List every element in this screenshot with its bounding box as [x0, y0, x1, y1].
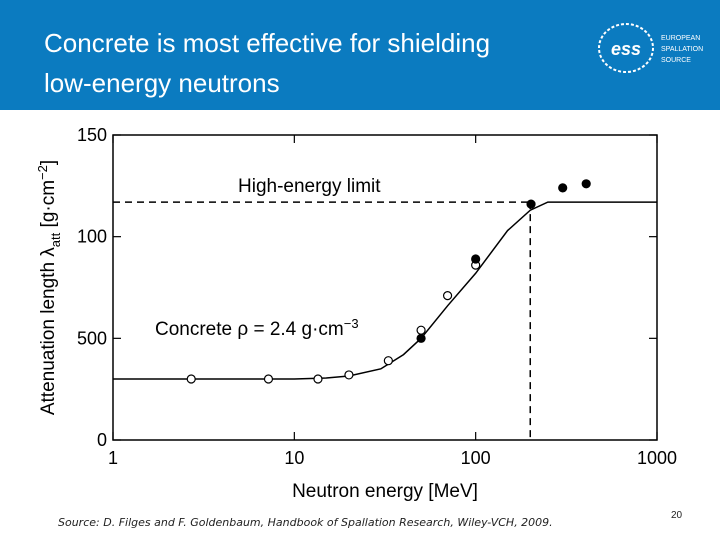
data-point	[383, 356, 393, 366]
x-tick-label: 100	[461, 448, 491, 468]
logo-text: SPALLATION	[661, 46, 703, 53]
logo-text: SOURCE	[661, 57, 691, 64]
annotation-part: −3	[344, 316, 359, 331]
fit-line	[113, 201, 657, 380]
data-point	[416, 325, 426, 335]
page-number: 20	[671, 510, 683, 521]
y-axis-label-part: ]	[38, 160, 59, 165]
slide-title: low-energy neutrons	[44, 68, 280, 98]
y-tick-label: 150	[77, 125, 107, 145]
data-point	[344, 370, 354, 380]
chart: 1 10 100 1000 0 500 100 150 Neutron energy [MeV]…	[35, 125, 677, 502]
data-point	[313, 374, 323, 384]
annotation-part: Concrete ρ = 2.4 g·cm	[155, 319, 344, 340]
x-tick-label: 1000	[637, 448, 677, 468]
data-point	[416, 333, 426, 343]
limit-label: High-energy limit	[238, 176, 381, 197]
data-point	[526, 199, 536, 209]
logo: ess EUROPEAN SPALLATION SOURCE	[598, 23, 703, 73]
slide-title: Concrete is most effective for shielding	[44, 28, 490, 58]
data-point	[581, 179, 591, 189]
logo-text: EUROPEAN	[661, 35, 700, 42]
y-tick-label: 500	[77, 328, 107, 348]
data-point	[186, 374, 196, 384]
source-note: Source: D. Filges and F. Goldenbaum, Han…	[58, 516, 553, 529]
x-tick-label: 10	[284, 448, 304, 468]
y-axis-label: Attenuation length λatt [g·cm−2]	[35, 160, 63, 415]
logo-ring	[598, 23, 654, 73]
annotation: Concrete ρ = 2.4 g·cm−3	[155, 316, 359, 340]
y-axis-label-part: −2	[35, 165, 50, 180]
y-tick-label: 100	[77, 227, 107, 247]
plot-frame	[112, 134, 658, 441]
y-tick-label: 0	[97, 430, 107, 450]
data-point	[558, 183, 568, 193]
data-point	[263, 374, 274, 384]
y-axis-label-part: [g·cm	[38, 180, 59, 233]
x-axis-label: Neutron energy [MeV]	[292, 481, 478, 502]
y-axis-label-part: Attenuation length λ	[38, 247, 59, 415]
y-axis-label-part: att	[48, 232, 63, 247]
logo-mark: ess	[611, 39, 641, 59]
data-point	[471, 254, 481, 264]
data-point	[442, 291, 453, 301]
x-tick-label: 1	[108, 448, 118, 468]
